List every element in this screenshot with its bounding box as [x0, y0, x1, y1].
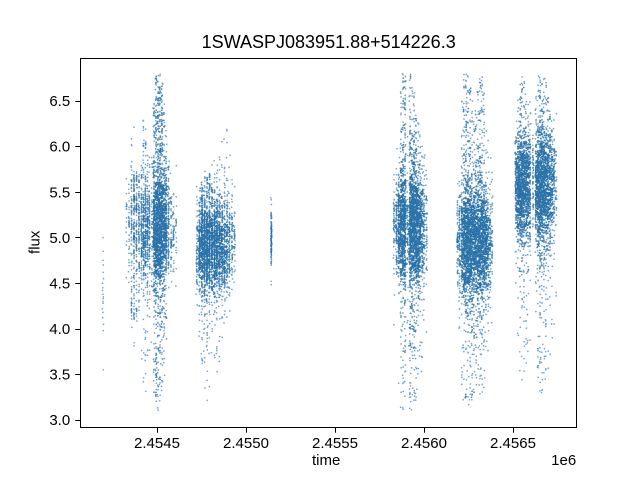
svg-text:5.0: 5.0: [49, 230, 70, 247]
svg-text:1SWASPJ083951.88+514226.3: 1SWASPJ083951.88+514226.3: [202, 32, 456, 52]
svg-text:6.0: 6.0: [49, 139, 70, 156]
svg-text:5.5: 5.5: [49, 184, 70, 201]
svg-text:3.5: 3.5: [49, 367, 70, 384]
svg-text:6.5: 6.5: [49, 93, 70, 110]
svg-text:1e6: 1e6: [551, 452, 576, 469]
svg-text:2.4565: 2.4565: [490, 435, 536, 452]
svg-text:3.0: 3.0: [49, 412, 70, 429]
svg-text:2.4555: 2.4555: [312, 435, 358, 452]
svg-text:2.4560: 2.4560: [401, 435, 447, 452]
svg-text:4.5: 4.5: [49, 275, 70, 292]
svg-text:time: time: [312, 452, 340, 469]
svg-text:flux: flux: [27, 230, 44, 254]
svg-text:4.0: 4.0: [49, 321, 70, 338]
svg-text:2.4550: 2.4550: [223, 435, 269, 452]
svg-text:2.4545: 2.4545: [134, 435, 180, 452]
